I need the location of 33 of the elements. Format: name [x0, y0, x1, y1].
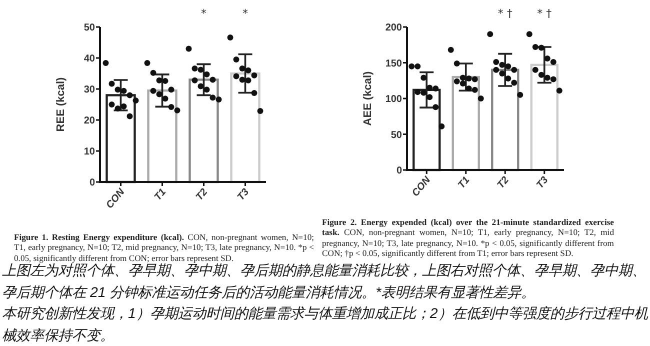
- bar: [491, 68, 520, 172]
- text: 本研究创新性发现，1）孕期运动时间的能量需求与体重增加成正比；2）在低到中等强度的步行过程中机械效率保持不变。: [1, 305, 648, 346]
- bar: [230, 72, 260, 184]
- y-tick-label: 40: [84, 54, 96, 64]
- text: Figure 2. Energy expended (kcal) over the 21-minute standardized exercise task. CON, non-pregnant women, N=10; T1, early pregnancy, N=10; T2, mid pregnancy, N=10; T3, late pregnancy, N=10. *p < 0.05, significantly different from CON; †p < 0.05, significantly different from T1; error bars represent SD.: [322, 217, 614, 259]
- text: * †: [537, 7, 552, 20]
- text: 上图左为对照个体、孕早期、孕中期、孕后期的静息能量消耗比较，上图右对照个体、孕早期、孕中期、孕后期个体在 21 分钟标准运动任务后的活动能量消耗情况。*表明结果有显著性差异。: [1, 263, 647, 302]
- x-tick-label: T1: [152, 186, 169, 203]
- text: * †: [498, 7, 513, 20]
- text: Figure 1. Resting Energy expenditure (kcal). CON, non-pregnant women, N=10; T1, early pregnancy, N=10; T2, mid pregnancy, N=10; T3, late pregnancy, N=10. *p < 0.05, significantly different from CON; error bars represent SD.: [14, 232, 314, 263]
- y-tick-label: 0: [396, 166, 402, 176]
- y-tick-label: 50: [390, 130, 402, 141]
- y-tick-label: 0: [89, 178, 96, 188]
- bar: [452, 76, 480, 172]
- y-tick-label: 100: [385, 94, 402, 105]
- bar: [188, 78, 219, 184]
- x-tick-label: T2: [194, 186, 210, 203]
- y-tick-label: 200: [385, 22, 402, 34]
- text: *: [242, 7, 248, 20]
- y-tick-label: 150: [385, 58, 402, 70]
- x-tick-label: T1: [456, 174, 472, 191]
- y-tick-label: 10: [84, 146, 96, 158]
- y-axis-title: REE (kcal): [55, 76, 67, 132]
- x-tick-label: T3: [534, 174, 551, 191]
- x-tick-label: T3: [236, 186, 252, 203]
- y-tick-label: 50: [84, 22, 96, 34]
- text: *: [201, 7, 207, 20]
- y-tick-label: 30: [84, 84, 96, 96]
- bar: [147, 89, 178, 184]
- bar: [530, 64, 558, 172]
- y-axis-title: AEE (kcal): [362, 70, 374, 126]
- y-tick-label: 20: [84, 116, 96, 126]
- x-tick-label: T2: [495, 174, 512, 191]
